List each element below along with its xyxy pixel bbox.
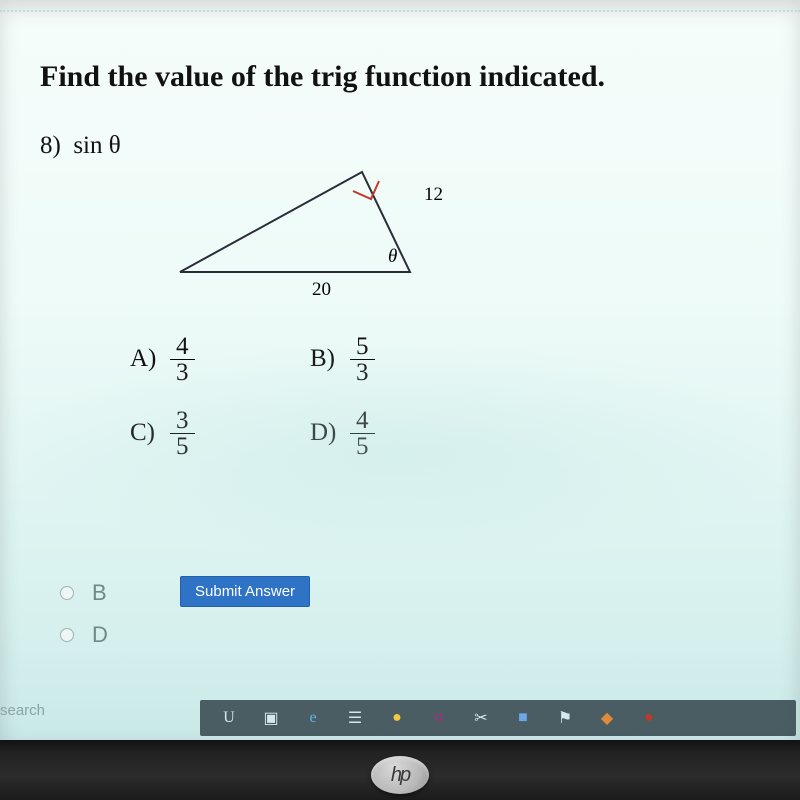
- page-title: Find the value of the trig function indi…: [40, 60, 760, 94]
- radio-label-d: D: [92, 622, 108, 648]
- question-number: 8): [40, 132, 61, 159]
- taskbar-icon[interactable]: ■: [514, 709, 532, 727]
- taskbar[interactable]: U ▣ e ☰ ● ○ ✂ ■ ⚑ ◆ ●: [200, 700, 796, 736]
- option-d-fraction: 4 5: [350, 408, 375, 459]
- triangle-svg: 12 20 θ: [170, 162, 450, 302]
- radio-option-b[interactable]: B: [60, 580, 108, 606]
- option-b-fraction: 5 3: [350, 334, 375, 385]
- question-expression: sin θ: [73, 132, 120, 159]
- hp-logo: hp: [371, 756, 429, 794]
- option-c-denominator: 5: [170, 434, 195, 459]
- search-fragment-text: search: [0, 702, 45, 719]
- option-b-denominator: 3: [350, 360, 375, 385]
- screen: Find the value of the trig function indi…: [0, 0, 800, 740]
- option-d-denominator: 5: [350, 434, 375, 459]
- option-a-denominator: 3: [170, 360, 195, 385]
- taskbar-icon[interactable]: ○: [430, 709, 448, 727]
- option-a[interactable]: A) 4 3: [130, 324, 310, 394]
- taskbar-icon[interactable]: ✂: [472, 709, 490, 727]
- option-a-numerator: 4: [170, 334, 195, 360]
- submit-answer-button[interactable]: Submit Answer: [180, 576, 310, 607]
- right-angle-marker: [353, 181, 379, 199]
- option-c-letter: C): [130, 419, 160, 447]
- radio-option-d[interactable]: D: [60, 622, 108, 648]
- option-d[interactable]: D) 4 5: [310, 398, 490, 468]
- taskbar-icon[interactable]: ●: [640, 709, 658, 727]
- taskbar-icon[interactable]: U: [220, 709, 238, 727]
- question-line: 8) sin θ: [40, 132, 760, 160]
- radio-icon: [60, 586, 74, 600]
- taskbar-icon[interactable]: ●: [388, 709, 406, 727]
- angle-label-theta: θ: [388, 246, 397, 267]
- radio-icon: [60, 628, 74, 642]
- options-grid: A) 4 3 B) 5 3 C) 3: [130, 324, 760, 468]
- taskbar-icon[interactable]: ⚑: [556, 709, 574, 727]
- option-b-numerator: 5: [350, 334, 375, 360]
- side-label-20: 20: [312, 279, 331, 300]
- option-a-letter: A): [130, 345, 160, 373]
- triangle-figure: 12 20 θ: [170, 162, 450, 302]
- option-c[interactable]: C) 3 5: [130, 398, 310, 468]
- option-d-letter: D): [310, 419, 340, 447]
- laptop-hinge-area: hp: [0, 740, 800, 800]
- edge-icon[interactable]: e: [304, 709, 322, 727]
- option-d-numerator: 4: [350, 408, 375, 434]
- taskbar-icon[interactable]: ▣: [262, 709, 280, 727]
- side-label-12: 12: [424, 184, 443, 205]
- option-c-fraction: 3 5: [170, 408, 195, 459]
- answer-radio-group: B D: [60, 580, 108, 664]
- option-b-letter: B): [310, 345, 340, 373]
- option-c-numerator: 3: [170, 408, 195, 434]
- option-b[interactable]: B) 5 3: [310, 324, 490, 394]
- laptop-frame: Find the value of the trig function indi…: [0, 0, 800, 800]
- radio-label-b: B: [92, 580, 107, 606]
- taskbar-icon[interactable]: ☰: [346, 709, 364, 727]
- content-region: Find the value of the trig function indi…: [40, 60, 760, 468]
- page-divider: [0, 10, 800, 12]
- taskbar-icon[interactable]: ◆: [598, 709, 616, 727]
- option-a-fraction: 4 3: [170, 334, 195, 385]
